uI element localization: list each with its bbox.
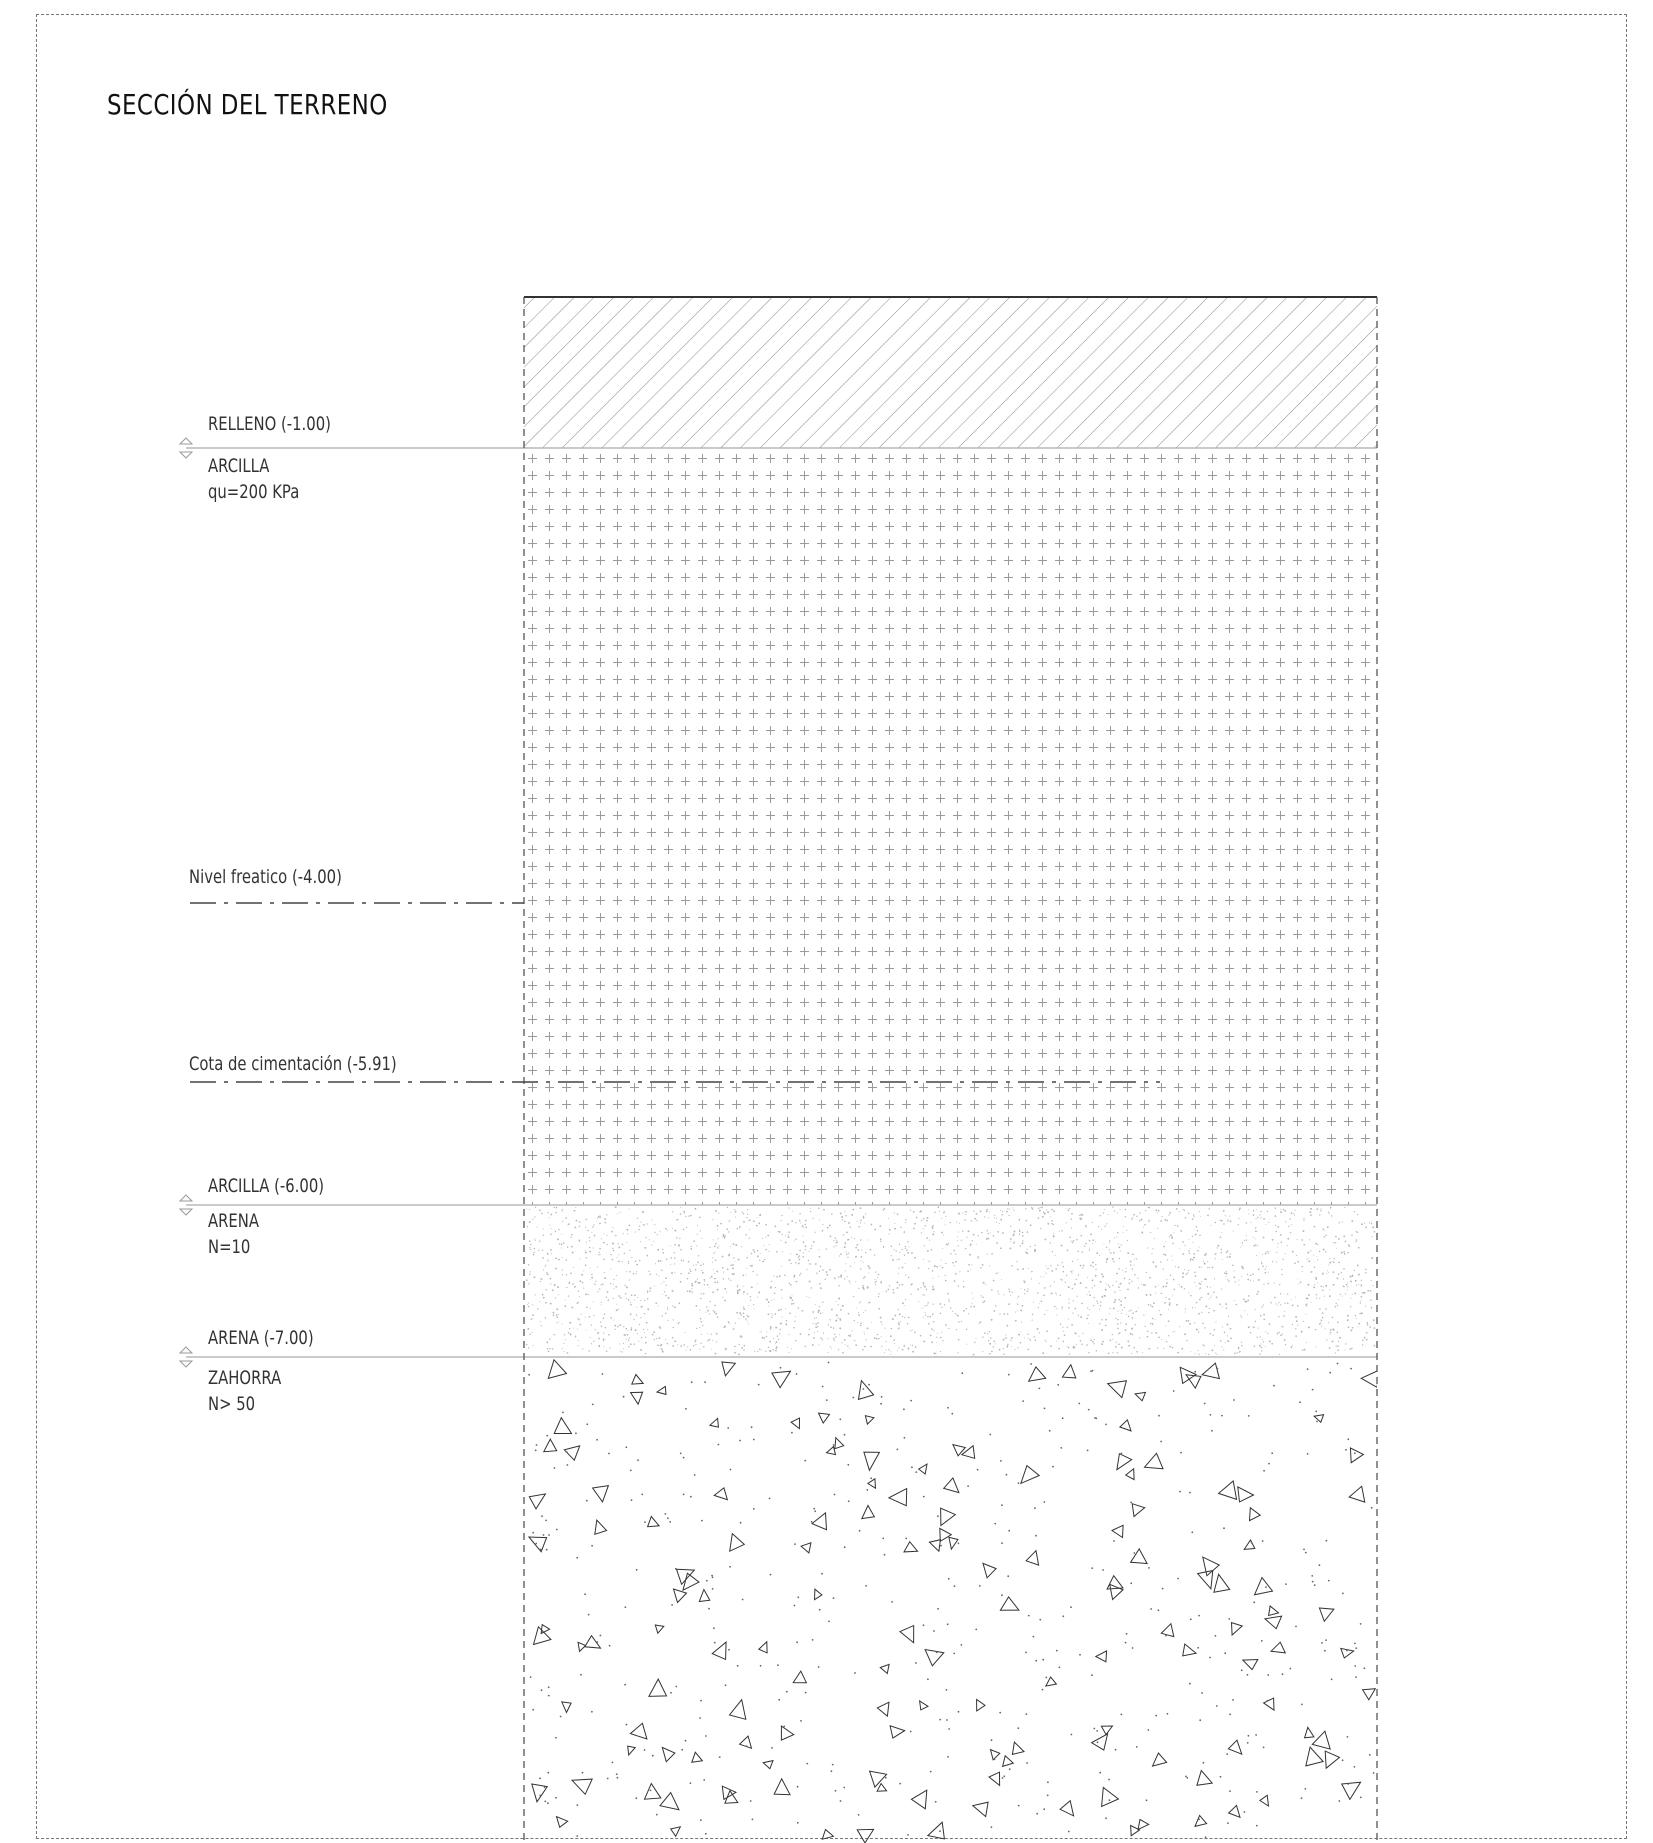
level-marker — [178, 1194, 194, 1216]
page-title: SECCIÓN DEL TERRENO — [107, 88, 388, 121]
water-table-label: Nivel freatico (-4.00) — [189, 866, 342, 888]
drawing-frame — [36, 14, 1627, 1839]
arcilla-bottom-level-label: ARCILLA (-6.00) — [208, 1175, 325, 1197]
foundation-level-label: Cota de cimentación (-5.91) — [189, 1053, 397, 1075]
arcilla-layer — [524, 448, 1377, 1205]
relleno-layer — [524, 297, 1377, 448]
zahorra-name-label: ZAHORRA — [208, 1367, 282, 1389]
arena-bottom-level-label: ARENA (-7.00) — [208, 1327, 314, 1349]
arena-name-label: ARENA — [208, 1210, 260, 1232]
arcilla-property-label: qu=200 KPa — [208, 481, 300, 503]
zahorra-property-label: N> 50 — [208, 1393, 256, 1415]
arena-property-label: N=10 — [208, 1236, 251, 1258]
relleno-level-label: RELLENO (-1.00) — [208, 413, 331, 435]
arcilla-name-label: ARCILLA — [208, 455, 270, 477]
zahorra-layer — [527, 1358, 1377, 1843]
arena-layer — [525, 1206, 1376, 1356]
level-marker — [178, 437, 194, 459]
level-marker — [178, 1346, 194, 1368]
